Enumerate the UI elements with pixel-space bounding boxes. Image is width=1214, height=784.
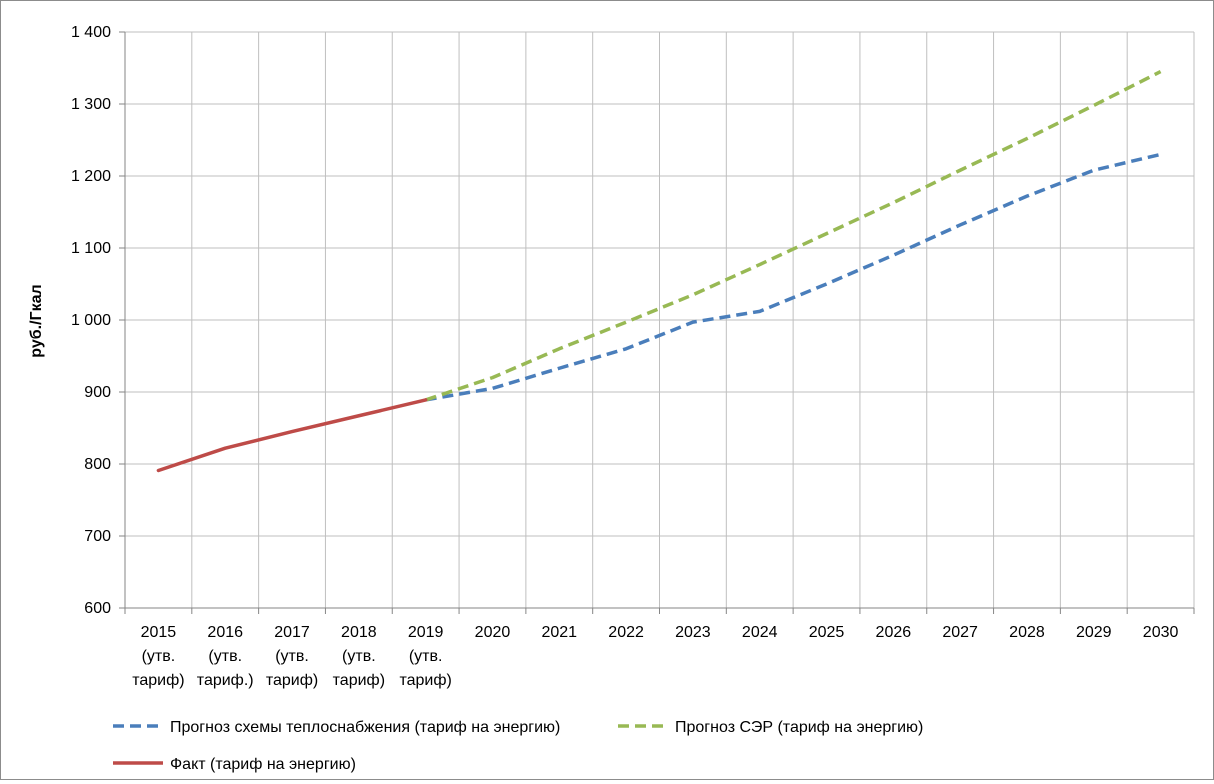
x-tick-label: 2018 (утв. тариф) (333, 624, 385, 689)
legend-label: Прогноз схемы теплоснабжения (тариф на э… (170, 719, 560, 736)
legend-label: Прогноз СЭР (тариф на энергию) (675, 719, 923, 736)
legend-item: Факт (тариф на энергию) (113, 756, 356, 773)
x-tick-labels: 2015 (утв. тариф)2016 (утв. тариф.)2017 (утв.… (132, 624, 1178, 689)
y-tick-label: 1 000 (71, 312, 111, 329)
x-tick-label: 2027 (942, 624, 978, 641)
legend: Прогноз схемы теплоснабжения (тариф на э… (113, 719, 923, 773)
x-tick-label: 2025 (809, 624, 845, 641)
x-tick-label: 2015 (утв. тариф) (132, 624, 184, 689)
x-tick-label: 2021 (541, 624, 577, 641)
x-tick-label: 2023 (675, 624, 711, 641)
y-tick-label: 700 (84, 528, 111, 545)
y-axis-label: руб./Гкал (28, 284, 45, 357)
y-tick-label: 1 200 (71, 168, 111, 185)
grid (125, 32, 1194, 608)
legend-label: Факт (тариф на энергию) (170, 756, 356, 773)
x-tick-label: 2022 (608, 624, 644, 641)
x-tick-label: 2026 (876, 624, 912, 641)
y-tick-label: 600 (84, 600, 111, 617)
y-tick-labels: 600 700 800 900 1 000 1 100 1 200 1 300 1 400 (71, 24, 111, 617)
y-tick-label: 800 (84, 456, 111, 473)
y-tick-label: 1 100 (71, 240, 111, 257)
x-tick-label: 2024 (742, 624, 778, 641)
x-tick-label: 2028 (1009, 624, 1045, 641)
x-tick-label: 2019 (утв. тариф) (399, 624, 451, 689)
x-tick-label: 2020 (475, 624, 511, 641)
legend-item: Прогноз СЭР (тариф на энергию) (618, 719, 923, 736)
y-tick-label: 900 (84, 384, 111, 401)
x-tick-label: 2016 (утв. тариф.) (197, 624, 254, 689)
x-tick-label: 2017 (утв. тариф) (266, 624, 318, 689)
series-line (158, 400, 425, 471)
x-tick-label: 2030 (1143, 624, 1179, 641)
x-tick-label: 2029 (1076, 624, 1112, 641)
y-tick-label: 1 300 (71, 96, 111, 113)
legend-item: Прогноз схемы теплоснабжения (тариф на э… (113, 719, 560, 736)
y-tick-label: 1 400 (71, 24, 111, 41)
axes (119, 32, 1194, 614)
